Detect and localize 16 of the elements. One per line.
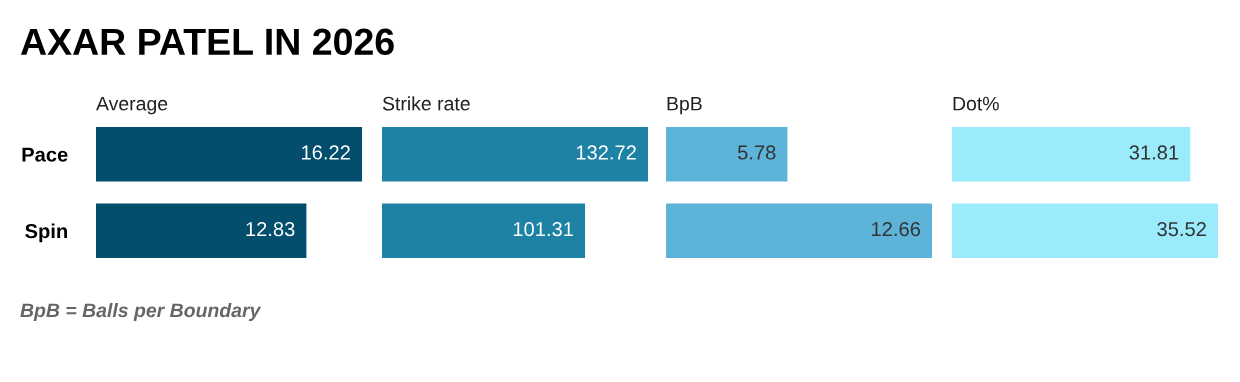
data-label: 12.83 (246, 221, 295, 237)
data-label: 101.31 (513, 221, 573, 237)
data-label: 132.72 (576, 145, 636, 160)
y-tick-label: Spin (25, 223, 67, 243)
x-axis-title: Average (96, 96, 168, 115)
x-axis-title: Strike rate (382, 96, 470, 111)
data-label: 5.78 (737, 145, 776, 160)
data-label: 12.66 (872, 221, 921, 237)
y-tick-label: Pace (22, 147, 68, 162)
data-label: 31.81 (1129, 145, 1179, 160)
data-label: 16.22 (302, 145, 350, 160)
text: BpB = Balls per Boundary (20, 302, 262, 322)
data-label: 35.52 (1157, 221, 1206, 237)
x-axis-title: Dot% (953, 96, 999, 111)
x-axis-title: BpB (667, 96, 702, 115)
chart-title: AXAR PATEL IN 2026 (20, 28, 394, 56)
